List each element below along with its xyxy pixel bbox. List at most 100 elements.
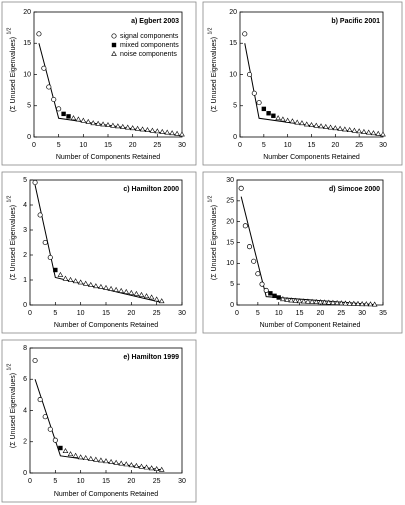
noise-marker [367,301,374,307]
x-tick-label: 15 [102,478,110,485]
noise-marker [303,121,310,127]
noise-marker [375,130,382,136]
signal-marker [256,100,262,106]
noise-marker [80,117,87,123]
noise-marker [365,129,372,135]
signal-marker [47,254,53,261]
y-tick-label: 20 [226,219,234,226]
x-tick-label: 10 [275,310,283,317]
y-tick-label: 0 [230,302,234,309]
y-axis-label: (Σ Unused Eigenvalues) [211,205,218,280]
y-tick-label: 5 [23,177,27,184]
mixed-marker [66,114,71,119]
reference-line [244,43,384,137]
noise-marker [292,297,299,303]
panel-frame [1,1,197,166]
signal-marker [41,65,47,71]
noise-marker [289,118,296,124]
noise-marker [119,123,126,129]
noise-marker [361,128,367,134]
noise-marker [342,126,348,132]
mixed-marker [53,267,58,273]
noise-marker [332,125,339,131]
noise-marker [153,296,160,302]
legend-marker [111,42,117,48]
plot-area [29,347,183,474]
noise-marker [318,123,324,129]
noise-marker [123,461,130,467]
noise-marker [70,115,77,121]
noise-marker [75,116,82,122]
mixed-marker [58,445,63,451]
noise-marker [351,127,358,133]
x-axis-label: Number of Component Retained [260,322,361,329]
noise-marker [138,291,145,297]
y-tick-label: 0 [23,470,27,477]
x-tick-label: 30 [178,478,186,485]
noise-marker [93,456,99,462]
y-tick-label: 2 [23,439,27,446]
noise-marker [105,122,111,128]
y-tick-label: 2 [23,252,27,259]
mixed-marker [261,106,267,112]
x-tick-label: 30 [379,142,387,149]
plot-area [236,179,384,306]
y-tick-label: 10 [229,71,237,78]
noise-marker [77,279,84,285]
y-axis-label-power: 1/2 [6,195,12,202]
noise-marker [82,455,89,461]
panel-title: e) Hamilton 1999 [123,354,179,361]
panel-frame [1,171,197,334]
noise-marker [371,301,378,307]
x-tick-label: 25 [355,142,363,149]
noise-marker [322,123,329,129]
noise-marker [67,451,74,457]
signal-marker [47,426,53,432]
noise-marker [305,298,311,304]
signal-marker [238,185,244,191]
y-axis-label-power: 1/2 [6,363,12,370]
legend-marker [111,33,117,39]
mixed-marker [271,113,276,118]
noise-marker [280,116,286,122]
y-axis-label: (Σ Unused Eigenvalues) [211,37,218,112]
noise-marker [327,124,334,130]
y-tick-label: 0 [27,134,31,141]
y-tick-label: 5 [233,103,237,110]
signal-marker [52,437,58,443]
y-tick-label: 4 [23,407,27,414]
noise-marker [359,301,365,307]
noise-marker [179,131,185,137]
signal-marker [263,287,269,293]
noise-marker [72,452,79,458]
noise-marker [129,125,136,131]
signal-marker [246,71,253,78]
noise-marker [158,298,165,304]
y-tick-label: 5 [27,103,31,110]
y-tick-label: 25 [226,198,234,205]
noise-marker [118,287,125,293]
y-tick-label: 5 [230,281,234,288]
x-tick-label: 0 [238,142,242,149]
x-tick-label: 0 [28,310,32,317]
x-axis-label: Number of Components Retained [56,154,160,161]
signal-marker [259,281,265,287]
noise-marker [123,288,130,294]
noise-marker [134,125,141,131]
mixed-marker [61,111,66,117]
noise-marker [300,298,307,304]
y-tick-label: 8 [23,345,27,352]
signal-marker [32,179,38,186]
signal-marker [56,106,62,112]
x-tick-label: 15 [308,142,316,149]
noise-marker [133,290,140,296]
plot-area [33,11,183,138]
noise-marker [143,464,150,470]
noise-marker [325,299,332,305]
noise-marker [72,278,79,284]
x-tick-label: 30 [178,142,186,149]
mixed-marker [272,293,277,299]
x-tick-label: 30 [358,310,366,317]
